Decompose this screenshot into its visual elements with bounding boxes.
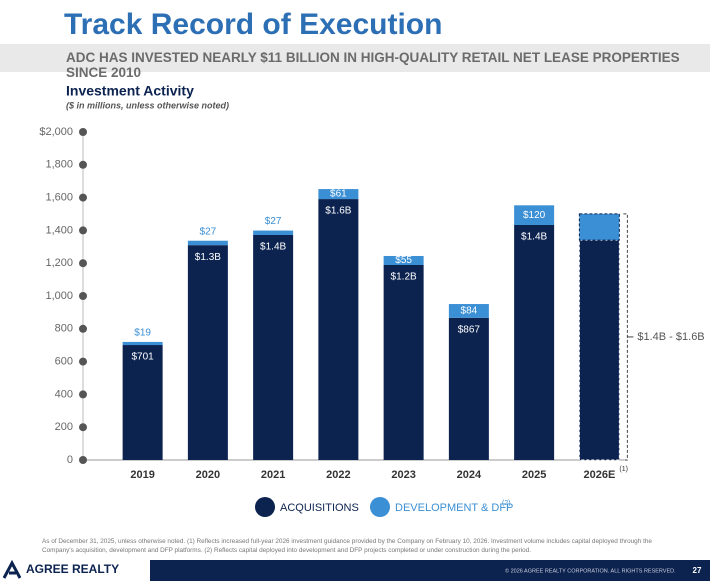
x-tick-label: 2022 (326, 469, 350, 481)
value-label: $1.3B (195, 252, 221, 263)
x-tick-label: 2019 (130, 469, 154, 481)
footnote: As of December 31, 2025, unless otherwis… (42, 538, 652, 554)
y-tick-dot (79, 292, 87, 300)
chart: Investment Activity ($ in millions, unle… (39, 83, 705, 517)
y-tick-label: 800 (55, 323, 73, 335)
bar-segment (448, 304, 489, 318)
value-label: $27 (265, 216, 282, 227)
y-tick-dot (79, 128, 87, 136)
page-number: 27 (693, 566, 702, 575)
chart-subtitle: ($ in millions, unless otherwise noted) (66, 100, 229, 110)
footer: AGREE REALTY © 2026 AGREE REALTY CORPORA… (0, 559, 710, 581)
y-tick-dot (79, 193, 87, 202)
legend-label: ACQUISITIONS (280, 502, 359, 514)
x-tick-label: 2025 (522, 469, 546, 481)
y-tick-dot (79, 324, 87, 333)
bar-segment (383, 265, 424, 460)
bar-segment (514, 205, 555, 225)
bar-segment (187, 245, 228, 460)
chart-title: Investment Activity (66, 83, 194, 99)
bar-segment (578, 213, 620, 241)
bar-segment (122, 345, 163, 460)
x-tick-label: 2026E (583, 469, 615, 481)
y-tick-label: 600 (55, 356, 73, 368)
value-label: $1.4B (260, 242, 286, 253)
legend-swatch (255, 497, 275, 517)
y-tick-dot (79, 390, 87, 399)
value-label: $55 (395, 255, 412, 266)
bar-segment (187, 240, 228, 246)
x-tick-label: 2020 (196, 469, 220, 481)
value-label: $84 (461, 306, 478, 317)
bar-segment (122, 341, 163, 346)
y-tick-label: 400 (55, 388, 73, 400)
x-tick-label: 2021 (261, 469, 285, 481)
y-tick-label: $2,000 (39, 126, 73, 138)
y-tick-label: 1,800 (45, 159, 73, 171)
bar-segment (578, 239, 620, 461)
bar-segment (514, 224, 555, 460)
bar-segment (253, 234, 294, 460)
bar-segment (318, 199, 359, 461)
brand: AGREE REALTY (26, 562, 119, 576)
page-title: Track Record of Execution (64, 8, 443, 41)
logo-box (0, 560, 150, 581)
y-tick-label: 1,000 (45, 290, 73, 302)
value-label: $27 (200, 226, 217, 237)
page-subtitle: ADC HAS INVESTED NEARLY $11 BILLION IN H… (66, 50, 680, 80)
legend-note: (2) (502, 500, 511, 507)
y-tick-label: 200 (55, 421, 73, 433)
value-label: $120 (523, 210, 546, 221)
bar-segment (448, 317, 489, 460)
y-tick-dot (79, 259, 87, 268)
subtitle-band (0, 44, 710, 72)
y-tick-label: 1,200 (45, 257, 73, 269)
range-annotation: $1.4B - $1.6B (637, 331, 704, 343)
range-bracket (623, 213, 628, 461)
x-tick-label: 2023 (391, 469, 415, 481)
legend-label: DEVELOPMENT & DFP (395, 502, 513, 514)
bar-segment (253, 230, 294, 235)
copyright: © 2026 AGREE REALTY CORPORATION. ALL RIG… (505, 567, 676, 574)
bar-segment (383, 255, 424, 266)
category-note: (1) (619, 466, 628, 473)
bar-segment (318, 189, 359, 200)
y-tick-dot (79, 160, 87, 169)
x-tick-label: 2024 (457, 469, 482, 481)
y-tick-dot (79, 357, 87, 366)
footer-graphics: AGREE REALTY © 2026 AGREE REALTY CORPORA… (0, 559, 702, 581)
value-label: $19 (134, 328, 151, 339)
y-tick-label: 1,600 (45, 192, 73, 204)
y-tick-dot (79, 456, 87, 464)
value-label: $61 (330, 189, 347, 200)
value-label: $701 (132, 352, 155, 363)
y-tick-dot (79, 423, 87, 432)
y-tick-label: 1,400 (45, 224, 73, 236)
value-label: $1.4B (521, 232, 547, 243)
value-label: $1.6B (325, 206, 351, 217)
legend-swatch (370, 497, 390, 517)
logo-icon (2, 559, 22, 579)
value-label: $1.2B (391, 272, 417, 283)
value-label: $867 (458, 324, 481, 335)
y-tick-label: 0 (67, 454, 73, 466)
y-tick-dot (79, 226, 87, 235)
